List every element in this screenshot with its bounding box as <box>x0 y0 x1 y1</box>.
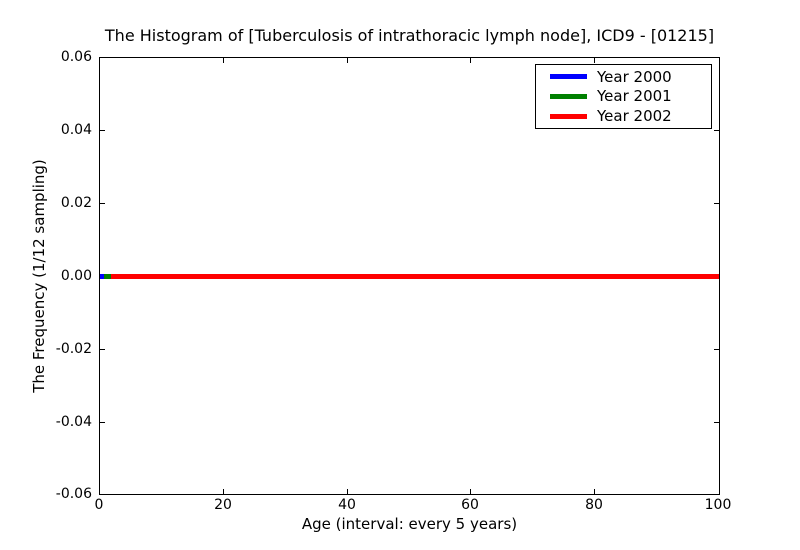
y-tick <box>714 349 719 350</box>
y-tick <box>714 422 719 423</box>
legend-line-swatch <box>550 93 587 99</box>
x-tick <box>470 489 471 494</box>
chart-title: The Histogram of [Tuberculosis of intrat… <box>104 26 715 45</box>
x-tick <box>347 489 348 494</box>
legend-entry-year-2000: Year 2000 <box>536 68 711 86</box>
y-tick <box>100 349 105 350</box>
x-tick <box>223 489 224 494</box>
series-line-year-2001 <box>100 274 111 279</box>
series-line-year-2000 <box>100 274 104 279</box>
y-tick-label: 0.00 <box>60 268 92 284</box>
x-tick-label: 80 <box>585 497 603 513</box>
y-tick <box>100 203 105 204</box>
legend-label: Year 2000 <box>597 67 672 86</box>
y-tick-label: 0.04 <box>60 122 92 138</box>
x-axis-label: Age (interval: every 5 years) <box>301 515 518 533</box>
legend-line-swatch <box>550 113 587 119</box>
y-tick-label: 0.06 <box>60 49 92 65</box>
x-tick-label: 20 <box>214 497 232 513</box>
y-tick-label: 0.02 <box>60 195 92 211</box>
legend-entry-year-2002: Year 2002 <box>536 107 711 125</box>
y-tick <box>100 130 105 131</box>
x-tick <box>470 58 471 63</box>
legend-line-swatch <box>550 74 587 80</box>
legend: Year 2000 Year 2001 Year 2002 <box>535 64 712 129</box>
x-tick <box>594 489 595 494</box>
x-tick-label: 60 <box>461 497 479 513</box>
y-tick-label: -0.02 <box>55 341 92 357</box>
x-tick <box>594 58 595 63</box>
x-tick <box>347 58 348 63</box>
legend-label: Year 2002 <box>597 107 672 126</box>
y-tick <box>714 203 719 204</box>
x-tick <box>223 58 224 63</box>
legend-label: Year 2001 <box>597 87 672 106</box>
y-tick-label: -0.06 <box>55 486 92 502</box>
legend-entry-year-2001: Year 2001 <box>536 87 711 105</box>
y-tick <box>100 422 105 423</box>
x-tick-label: 40 <box>338 497 356 513</box>
series-line-year-2002 <box>100 274 719 279</box>
plot-area <box>99 57 720 495</box>
x-tick-label: 0 <box>94 497 104 513</box>
y-tick <box>714 130 719 131</box>
y-tick-label: -0.04 <box>55 414 92 430</box>
x-tick-label: 100 <box>704 497 732 513</box>
